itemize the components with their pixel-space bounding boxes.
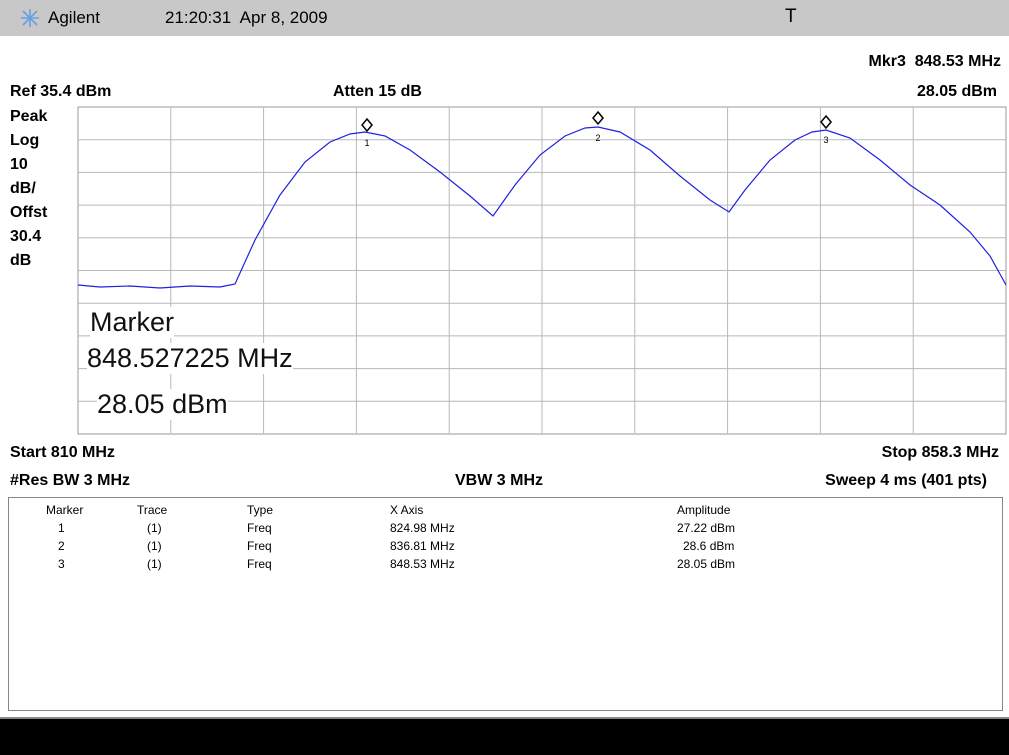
marker-freq: Mkr3 848.53 MHz [868, 53, 1001, 70]
marker-num: 2 [595, 133, 600, 143]
table-cell: (1) [147, 557, 162, 571]
side-label: 30.4 [10, 228, 42, 245]
column-header: Type [247, 503, 274, 517]
column-header: X Axis [390, 503, 424, 517]
top-bar [0, 0, 1009, 36]
stop-freq: Stop 858.3 MHz [881, 444, 999, 461]
table-cell: 27.22 dBm [677, 521, 736, 535]
attenuation: Atten 15 dB [333, 83, 422, 100]
table-cell: 3 [58, 557, 65, 571]
marker-title: Marker [90, 307, 175, 338]
marker-diamonds [361, 110, 832, 133]
table-cell: Freq [247, 557, 272, 571]
marker-amp: 28.05 dBm [916, 83, 997, 100]
start-freq: Start 810 MHz [10, 444, 115, 461]
table-cell: (1) [147, 539, 162, 553]
res-bw: #Res BW 3 MHz [10, 472, 131, 489]
trace [77, 126, 1007, 289]
column-header: Marker [46, 503, 84, 517]
side-label: dB [10, 252, 32, 269]
marker-amp-big: 28.05 dBm [97, 389, 228, 420]
marker-num: 3 [823, 135, 828, 145]
grid [78, 107, 1006, 434]
logo [21, 9, 39, 27]
vbw: VBW 3 MHz [455, 472, 543, 489]
marker-table [8, 497, 1003, 711]
side-label: dB/ [10, 180, 36, 197]
side-label: Log [10, 132, 40, 149]
timestamp: 21:20:31 Apr 8, 2009 [165, 8, 328, 27]
brand: Agilent [48, 8, 100, 27]
side-label: Peak [10, 108, 48, 125]
sweep: Sweep 4 ms (401 pts) [825, 472, 987, 489]
table-cell: 848.53 MHz [390, 557, 455, 571]
column-header: Amplitude [677, 503, 731, 517]
ref-level: Ref 35.4 dBm [10, 83, 112, 100]
table-cell: 28.05 dBm [677, 557, 736, 571]
marker-num: 1 [364, 138, 369, 148]
column-header: Trace [137, 503, 168, 517]
table-cell: Freq [247, 539, 272, 553]
plot: 1 2 3 [77, 106, 1007, 435]
table-cell: 2 [58, 539, 65, 553]
table-cell: Freq [247, 521, 272, 535]
table-cell: 824.98 MHz [390, 521, 455, 535]
indicator: T [785, 6, 797, 27]
marker-freq-big: 848.527225 MHz [87, 343, 293, 374]
table-cell: (1) [147, 521, 162, 535]
table-cell: 28.6 dBm [683, 539, 735, 553]
table-cell: 1 [58, 521, 65, 535]
bottom-bar [0, 717, 1009, 755]
side-label: Offst [10, 204, 48, 221]
side-label: 10 [10, 156, 28, 173]
table-cell: 836.81 MHz [390, 539, 455, 553]
